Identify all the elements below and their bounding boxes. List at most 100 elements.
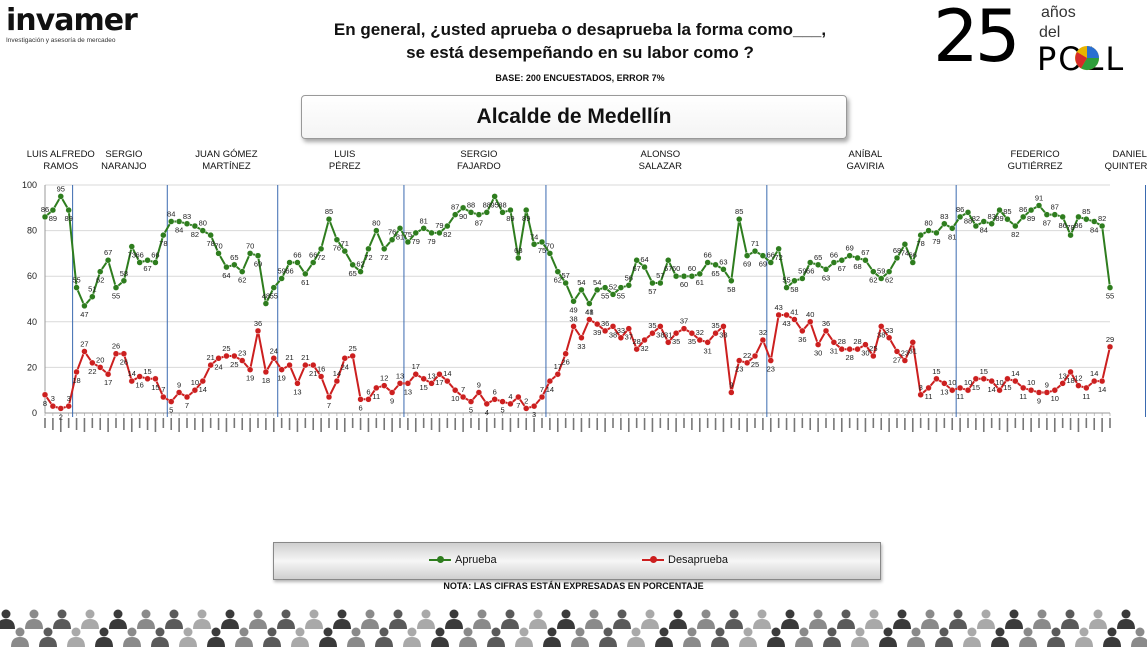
logo-del: del xyxy=(1039,24,1061,41)
x-tick-label xyxy=(706,418,709,428)
data-point xyxy=(814,341,822,348)
data-label: 36 xyxy=(822,319,830,328)
x-tick-label xyxy=(714,418,717,430)
person-silhouette xyxy=(753,609,771,629)
x-tick-label xyxy=(217,418,220,430)
data-point xyxy=(349,261,356,269)
x-tick-label xyxy=(635,418,638,428)
data-label: 95 xyxy=(57,184,65,193)
data-label: 88 xyxy=(964,216,972,225)
x-tick-label xyxy=(407,418,409,430)
person-silhouette xyxy=(207,627,225,647)
data-label: 11 xyxy=(1019,392,1027,401)
data-point xyxy=(783,284,790,291)
data-label: 74 xyxy=(901,248,909,257)
data-point xyxy=(901,357,909,364)
data-label: 87 xyxy=(1051,203,1059,212)
data-point xyxy=(925,384,932,392)
data-point xyxy=(412,229,420,237)
y-tick-label: 60 xyxy=(27,271,37,281)
data-point xyxy=(822,327,830,335)
person-silhouette xyxy=(487,627,505,647)
x-tick-label xyxy=(675,418,677,432)
data-point xyxy=(420,225,427,232)
data-label: 65 xyxy=(348,269,356,278)
data-label: 12 xyxy=(380,374,388,383)
data-label: 62 xyxy=(96,276,104,285)
data-point xyxy=(231,261,238,269)
data-label: 80 xyxy=(199,219,207,228)
x-tick-label xyxy=(848,418,851,428)
data-label: 76 xyxy=(388,228,396,237)
data-label: 62 xyxy=(554,276,562,285)
person-silhouette xyxy=(515,627,533,647)
data-point xyxy=(183,393,191,401)
person-silhouette xyxy=(949,609,967,629)
question-line-2: se está desempeñando en su labor como ? xyxy=(406,43,754,62)
person-silhouette xyxy=(543,627,561,647)
data-label: 16 xyxy=(317,365,325,374)
x-tick-label xyxy=(265,418,267,430)
data-label: 25 xyxy=(230,360,238,369)
person-silhouette xyxy=(823,627,841,647)
x-tick-label xyxy=(462,418,464,432)
person-silhouette xyxy=(585,609,603,629)
data-label: 7 xyxy=(540,385,544,394)
period-label: GUTIÉRREZ xyxy=(1008,161,1063,172)
x-tick-label xyxy=(1093,418,1096,430)
data-label: 15 xyxy=(932,367,940,376)
data-point xyxy=(767,357,775,364)
x-tick-label xyxy=(1109,418,1111,428)
data-label: 72 xyxy=(380,253,388,262)
data-point xyxy=(522,206,530,214)
data-point xyxy=(215,355,222,362)
data-label: 15 xyxy=(419,383,427,392)
data-point xyxy=(238,357,246,364)
person-silhouette xyxy=(809,609,827,629)
data-label: 10 xyxy=(191,378,199,387)
data-label: 9 xyxy=(390,396,394,405)
data-point xyxy=(720,266,727,273)
person-silhouette xyxy=(67,627,85,647)
data-label: 5 xyxy=(500,406,504,415)
data-label: 20 xyxy=(96,355,104,364)
x-tick-label xyxy=(588,418,591,428)
x-tick-label xyxy=(454,418,457,430)
data-label: 35 xyxy=(688,337,696,346)
data-point xyxy=(89,359,96,367)
data-point xyxy=(499,398,506,405)
x-tick-label xyxy=(1038,418,1040,428)
data-label: 9 xyxy=(177,380,181,389)
period-label: JUAN GÓMEZ xyxy=(195,149,257,160)
data-point xyxy=(791,316,798,323)
data-point xyxy=(996,206,1003,214)
data-label: 56 xyxy=(625,273,633,282)
data-point xyxy=(491,396,498,403)
person-silhouette xyxy=(1005,609,1023,629)
person-silhouette xyxy=(193,609,211,629)
data-point xyxy=(530,402,538,410)
data-label: 7 xyxy=(327,401,331,410)
data-point xyxy=(65,402,72,410)
x-tick-label xyxy=(541,418,543,428)
data-point xyxy=(294,380,301,387)
data-point xyxy=(562,350,569,357)
data-point xyxy=(152,259,159,266)
x-tick-label xyxy=(296,418,299,432)
x-tick-label xyxy=(801,418,804,428)
x-tick-label xyxy=(343,418,346,432)
period-label: FEDERICO xyxy=(1011,149,1060,160)
x-tick-label xyxy=(667,418,670,430)
x-tick-label xyxy=(580,418,583,432)
data-point xyxy=(696,270,704,278)
data-label: 32 xyxy=(640,344,648,353)
y-tick-label: 20 xyxy=(27,362,37,372)
data-label: 16 xyxy=(135,381,143,390)
data-label: 89 xyxy=(64,214,72,223)
data-point xyxy=(451,211,459,218)
data-point xyxy=(893,348,901,355)
data-label: 67 xyxy=(632,264,640,273)
person-silhouette xyxy=(235,627,253,647)
base-note: BASE: 200 ENCUESTADOS, ERROR 7% xyxy=(495,73,665,83)
x-tick-label xyxy=(880,418,883,430)
